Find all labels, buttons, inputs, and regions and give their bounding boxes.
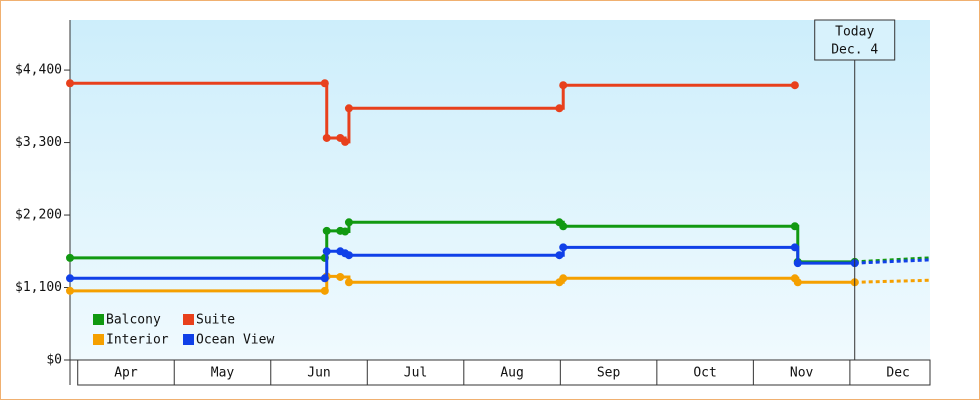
forecast-line	[854, 256, 931, 264]
point	[559, 274, 568, 283]
today-label: Today	[835, 25, 874, 40]
x-tick-label: Nov	[790, 366, 814, 381]
y-tick-label: $2,200	[15, 208, 62, 223]
x-tick-label: Jun	[307, 366, 330, 381]
point	[66, 286, 74, 295]
point	[341, 137, 350, 146]
forecast-line	[854, 258, 931, 265]
y-tick-label: $0	[46, 353, 62, 368]
point	[320, 286, 329, 295]
y-tick-label: $3,300	[15, 135, 62, 150]
point	[341, 227, 350, 236]
point	[793, 259, 802, 268]
point	[66, 274, 74, 283]
legend-swatch	[93, 334, 104, 345]
x-tick-label: Oct	[693, 366, 716, 381]
legend-swatch	[93, 314, 104, 325]
point	[790, 222, 799, 231]
point	[322, 247, 331, 256]
today-box	[814, 19, 896, 61]
legend-swatch	[183, 314, 194, 325]
y-tick-label: $4,400	[15, 63, 62, 78]
point	[66, 253, 74, 262]
x-tick-label: Aug	[500, 366, 523, 381]
point	[793, 278, 802, 287]
point	[344, 278, 353, 287]
x-tick-label: Dec	[886, 366, 909, 381]
point	[322, 133, 331, 142]
point	[555, 104, 564, 113]
month-band	[77, 359, 931, 386]
legend-label: Ocean View	[196, 333, 274, 348]
point	[344, 218, 353, 227]
point	[555, 251, 564, 260]
point	[790, 243, 799, 252]
point	[790, 81, 799, 90]
x-tick-label: Jul	[404, 366, 427, 381]
x-tick-label: Sep	[597, 366, 621, 381]
plot-area	[70, 20, 930, 360]
today-label: Dec. 4	[831, 43, 878, 58]
x-tick-label: May	[211, 366, 235, 381]
x-tick-label: Apr	[114, 366, 138, 381]
point	[322, 226, 331, 235]
point	[559, 81, 568, 90]
forecast-line	[854, 278, 931, 284]
point	[559, 243, 568, 252]
point	[320, 274, 329, 283]
point	[66, 79, 74, 88]
point	[344, 251, 353, 260]
point	[559, 222, 568, 231]
y-tick-label: $1,100	[15, 280, 62, 295]
point	[336, 272, 345, 281]
legend-label: Interior	[106, 333, 169, 348]
legend-label: Suite	[196, 313, 235, 328]
legend-swatch	[183, 334, 194, 345]
point	[344, 104, 353, 113]
point	[320, 79, 329, 88]
legend-label: Balcony	[106, 313, 161, 328]
